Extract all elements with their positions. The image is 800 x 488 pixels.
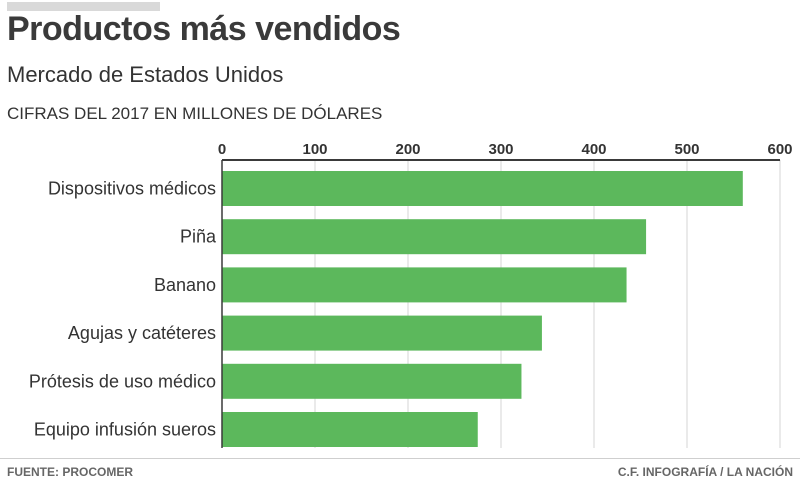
category-label-2: Banano [154,275,216,295]
chart-subtitle: Mercado de Estados Unidos [7,62,284,87]
tick-label-600: 600 [767,141,792,158]
tick-label-400: 400 [581,141,606,158]
header-accent-bar [7,2,160,11]
tick-label-500: 500 [674,141,699,158]
chart-title: Productos más vendidos [7,10,401,48]
category-label-1: Piña [180,227,217,247]
credit-note: C.F. INFOGRAFÍA / LA NACIÓN [617,465,793,479]
bar-3 [222,315,542,351]
units-label: CIFRAS DEL 2017 EN MILLONES DE DÓLARES [7,104,383,123]
bar-1 [222,219,647,255]
bar-4 [222,363,522,399]
bar-2 [222,267,627,303]
tick-label-100: 100 [302,141,327,158]
category-label-5: Equipo infusión sueros [34,420,216,440]
tick-label-300: 300 [488,141,513,158]
bar-5 [222,412,478,447]
category-label-3: Agujas y catéteres [68,323,216,343]
bar-0 [222,171,743,206]
footer-divider [0,458,800,459]
tick-label-0: 0 [218,141,226,158]
source-note: FUENTE: PROCOMER [7,465,133,479]
category-label-0: Dispositivos médicos [48,179,216,199]
bar-chart: Dispositivos médicos Piña Banano Agujas y c… [29,141,793,448]
tick-label-200: 200 [395,141,420,158]
category-label-4: Prótesis de uso médico [29,371,216,391]
